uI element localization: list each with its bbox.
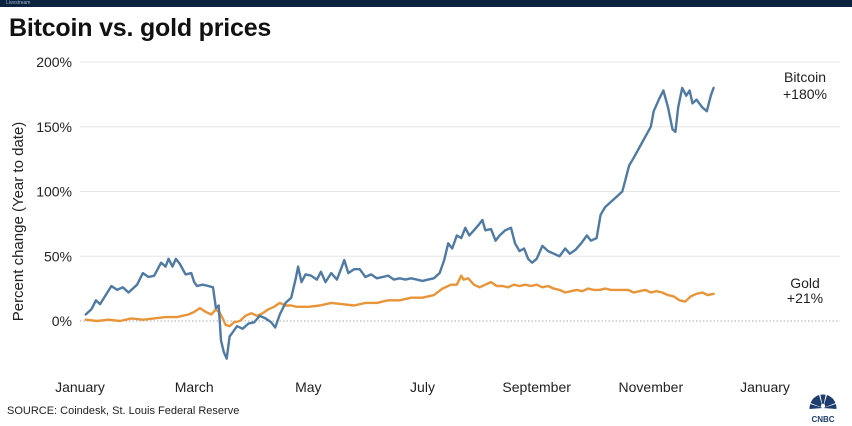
- y-tick-label: 50%: [44, 248, 72, 264]
- x-tick-label: May: [295, 379, 321, 395]
- y-tick-label: 0%: [52, 313, 72, 329]
- cnbc-peacock-logo-icon: CNBC: [809, 394, 837, 424]
- x-tick-label: January: [740, 379, 790, 395]
- y-axis-title: Percent change (Year to date): [10, 122, 27, 322]
- logo-text: CNBC: [811, 415, 834, 424]
- x-tick-label: September: [502, 379, 571, 395]
- bitcoin-series-line: [84, 86, 715, 360]
- gold-series-line: [84, 274, 715, 328]
- bitcoin-annotation-value: +180%: [783, 86, 827, 102]
- gold-annotation-value: +21%: [787, 290, 823, 306]
- page-title: Bitcoin vs. gold prices: [9, 14, 272, 42]
- source-note: SOURCE: Coindesk, St. Louis Federal Rese…: [7, 405, 240, 417]
- bitcoin-annotation-name: Bitcoin: [784, 69, 826, 85]
- y-tick-label: 200%: [36, 54, 72, 70]
- top-bar: Livestream: [0, 0, 852, 7]
- x-tick-label: July: [410, 379, 435, 395]
- x-tick-label: November: [619, 379, 684, 395]
- gold-annotation-name: Gold: [790, 275, 820, 291]
- y-tick-label: 100%: [36, 184, 72, 200]
- x-tick-label: January: [55, 379, 105, 395]
- y-tick-label: 150%: [36, 119, 72, 135]
- watermark-label: Livestream: [6, 0, 31, 6]
- x-tick-label: March: [175, 379, 214, 395]
